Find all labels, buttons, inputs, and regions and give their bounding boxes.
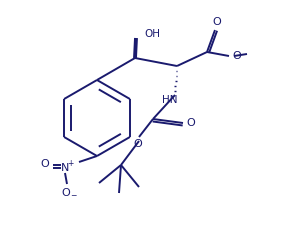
- Text: O: O: [134, 139, 142, 149]
- Text: +: +: [67, 158, 73, 168]
- Text: OH: OH: [144, 29, 160, 39]
- Text: −: −: [70, 192, 76, 200]
- Text: O: O: [187, 118, 195, 128]
- Text: O: O: [41, 159, 49, 169]
- Text: HN: HN: [162, 95, 178, 105]
- Text: O: O: [213, 17, 221, 27]
- Text: N: N: [61, 163, 69, 173]
- Text: O: O: [62, 188, 70, 198]
- Text: O: O: [233, 51, 241, 61]
